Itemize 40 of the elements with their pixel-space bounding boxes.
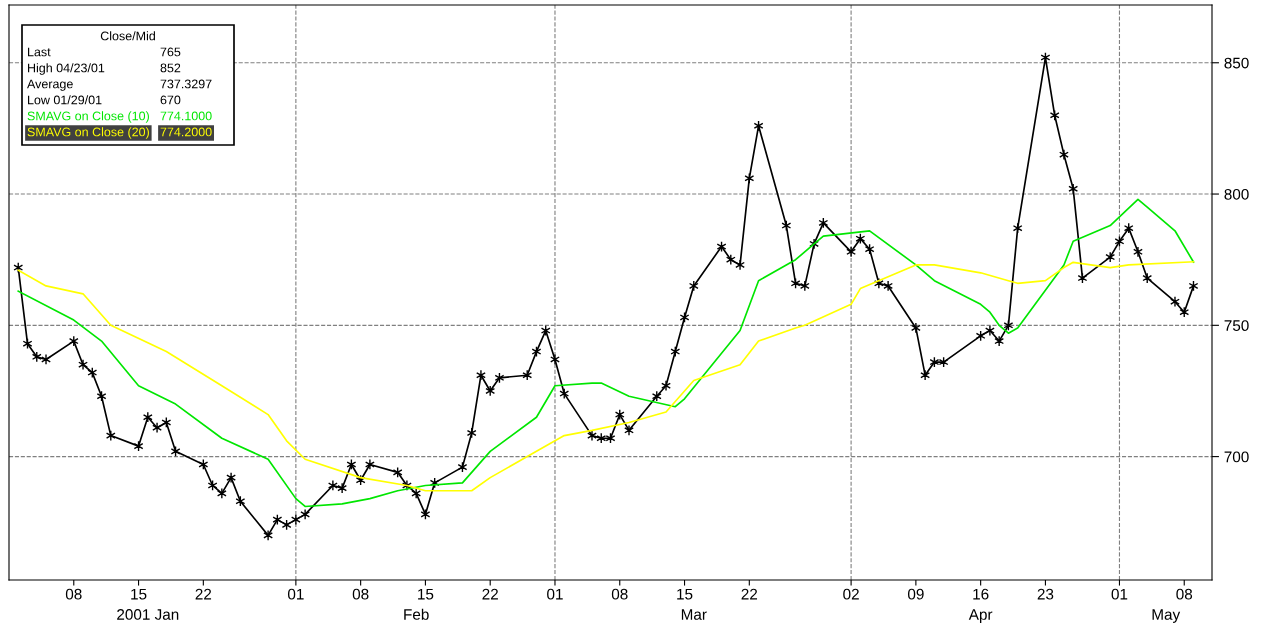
x-tick-label: 08 [611,588,628,600]
x-tick-label: 01 [1111,588,1128,600]
legend-title: Close/Mid [100,31,155,41]
annotation: Low 01/29/01 [28,95,102,105]
x-tick-label: 22 [482,588,498,600]
x-tick-label: 16 [973,588,989,600]
x2-tick-label: May [1152,609,1181,623]
y-tick-label: 750 [1224,320,1249,332]
x-tick-label: 01 [287,588,304,600]
text: SMAVG on Close (20) [27,127,149,139]
x-tick-label: 08 [1176,588,1193,600]
x-tick-label: 15 [418,588,434,600]
x-tick-label: 01 [547,588,563,600]
annotation: Average [27,79,73,91]
x-tick-label: 15 [677,588,693,600]
x2-tick-label: Apr [968,609,993,623]
x-tick-label: 15 [131,588,147,600]
annotation: 774.2000 [160,127,212,137]
annotation: 852 [160,63,181,73]
x2-tick-label: Feb [404,608,429,620]
y-tick-label: 700 [1224,451,1249,463]
x-tick-label: 08 [352,588,369,600]
y-tick-label: 800 [1224,188,1249,200]
x2-tick-label: 2001 Jan [117,609,179,620]
line-series [17,198,1195,508]
y-tick-label: 850 [1224,57,1249,69]
annotation: 765 [160,47,181,57]
annotation: 737.3297 [160,79,212,89]
x-tick-label: 22 [195,588,212,600]
x-tick-label: 23 [1037,588,1054,600]
x2-tick-label: Mar [681,609,707,620]
annotation: High 04/23/01 [28,63,105,75]
x-tick-label: 02 [843,588,859,600]
text: SMAVG on Close (10) [27,111,149,123]
x-tick-label: 09 [907,588,924,600]
annotation: 774.1000 [160,111,212,121]
x-tick-label: 22 [741,588,758,600]
annotation: 670 [160,95,181,105]
x-tick-label: 08 [65,588,82,600]
annotation: Last [28,47,51,57]
